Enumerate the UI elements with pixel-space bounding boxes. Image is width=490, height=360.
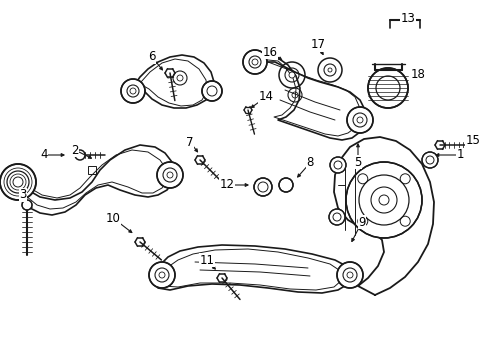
Circle shape [149, 262, 175, 288]
Circle shape [328, 68, 332, 72]
Text: 6: 6 [148, 50, 156, 63]
Text: 7: 7 [186, 135, 194, 148]
Circle shape [329, 209, 345, 225]
Circle shape [347, 107, 373, 133]
Text: 13: 13 [400, 12, 416, 24]
Circle shape [379, 195, 389, 205]
Text: 8: 8 [306, 157, 314, 170]
Text: 15: 15 [466, 134, 480, 147]
Circle shape [337, 262, 363, 288]
Text: 5: 5 [354, 156, 362, 168]
Circle shape [346, 162, 422, 238]
Text: 14: 14 [259, 90, 273, 104]
Text: 12: 12 [220, 179, 235, 192]
Text: 18: 18 [411, 68, 425, 81]
Text: 10: 10 [105, 211, 121, 225]
Circle shape [330, 157, 346, 173]
Circle shape [157, 162, 183, 188]
Circle shape [121, 79, 145, 103]
Circle shape [13, 177, 23, 187]
Circle shape [202, 81, 222, 101]
Bar [88, 166, 96, 174]
Text: 3: 3 [19, 189, 26, 202]
Text: 4: 4 [40, 148, 48, 162]
Circle shape [0, 164, 36, 200]
Circle shape [279, 178, 293, 192]
Text: 17: 17 [311, 39, 325, 51]
Circle shape [289, 72, 295, 78]
Text: 2: 2 [71, 144, 79, 157]
Circle shape [22, 200, 32, 210]
Circle shape [254, 178, 272, 196]
Circle shape [243, 50, 267, 74]
Circle shape [75, 150, 85, 160]
Text: 11: 11 [199, 253, 215, 266]
Text: 9: 9 [358, 216, 366, 229]
Circle shape [422, 152, 438, 168]
Text: 1: 1 [456, 148, 464, 162]
Circle shape [368, 68, 408, 108]
Text: 16: 16 [263, 45, 277, 58]
